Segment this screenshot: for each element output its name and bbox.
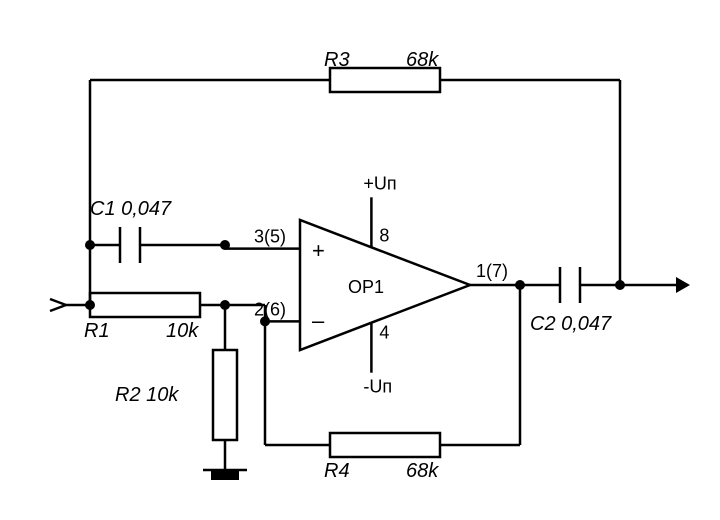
opamp-vneg-label: -Uп: [363, 377, 392, 397]
wire: [50, 299, 66, 305]
value-R3: 68k: [406, 49, 439, 71]
junction-node: [220, 300, 230, 310]
label-C1: C1 0,047: [90, 198, 172, 220]
resistor-R3: [330, 68, 440, 92]
output-arrow-icon: [676, 277, 690, 293]
junction-node: [260, 316, 270, 326]
opamp-name: OP1: [348, 277, 384, 297]
pin-vneg: 4: [379, 323, 389, 343]
ground-icon: [211, 470, 239, 480]
opamp-vpos-label: +Uп: [363, 173, 396, 193]
label-C2: C2 0,047: [530, 313, 612, 335]
resistor-R4: [330, 433, 440, 457]
label-R1: R1: [84, 320, 110, 342]
pin-vpos: 8: [379, 225, 389, 245]
value-R4: 68k: [406, 460, 439, 482]
label-R4: R4: [324, 460, 350, 482]
junction-node: [615, 280, 625, 290]
wire: [50, 305, 66, 311]
value-R1: 10k: [166, 320, 199, 342]
junction-node: [220, 240, 230, 250]
resistor-R2: [213, 350, 237, 440]
pin-out: 1(7): [476, 261, 508, 281]
pin-minus: 2(6): [254, 299, 286, 319]
resistor-R1: [90, 293, 200, 317]
pin-plus: 3(5): [254, 227, 286, 247]
label-R3: R3: [324, 49, 350, 71]
junction-node: [85, 240, 95, 250]
label-R2: R2 10k: [115, 384, 179, 406]
junction-node: [515, 280, 525, 290]
junction-node: [85, 300, 95, 310]
opamp-minus: –: [312, 308, 325, 333]
opamp-plus: +: [312, 238, 325, 263]
